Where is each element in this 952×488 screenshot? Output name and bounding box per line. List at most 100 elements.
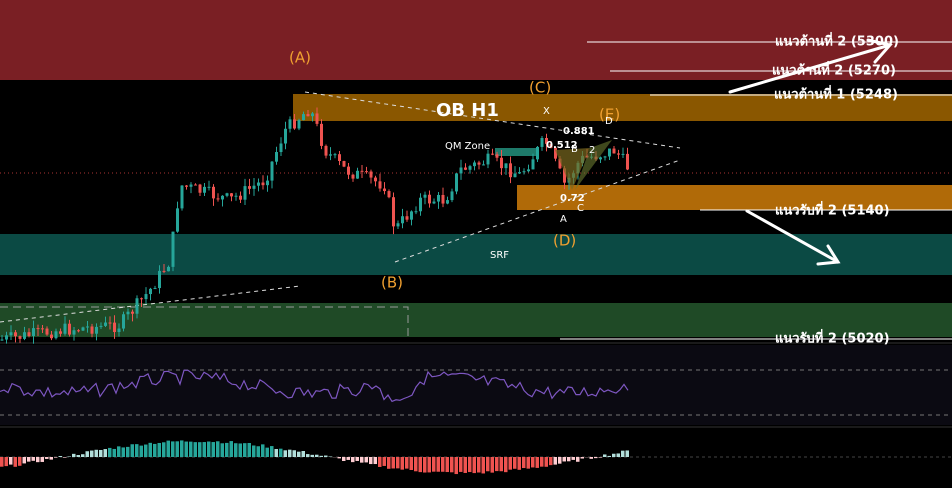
level-label: แนวรับที่ 2 (5140) bbox=[775, 201, 890, 219]
macd-bar bbox=[211, 442, 215, 457]
rsi-pane bbox=[0, 345, 952, 425]
macd-bar bbox=[571, 457, 575, 460]
macd-bar bbox=[58, 456, 62, 457]
macd-bar bbox=[238, 443, 242, 457]
macd-bar bbox=[576, 457, 580, 462]
macd-bar bbox=[625, 450, 629, 457]
candle-body bbox=[428, 194, 431, 204]
candle-body bbox=[266, 180, 269, 186]
candle-body bbox=[36, 328, 40, 330]
candle-body bbox=[315, 113, 319, 124]
candle-body bbox=[158, 270, 161, 289]
macd-bar bbox=[540, 457, 544, 467]
candle-body bbox=[459, 167, 463, 174]
candle-body bbox=[450, 191, 454, 201]
candle-body bbox=[500, 157, 503, 169]
macd-bar bbox=[40, 457, 44, 462]
candle-body bbox=[437, 194, 440, 202]
candle-body bbox=[297, 120, 301, 129]
candle-body bbox=[383, 188, 386, 192]
macd-bar bbox=[432, 457, 436, 472]
candle-body bbox=[41, 328, 44, 330]
wave-label: (A) bbox=[289, 49, 311, 67]
candle-body bbox=[68, 323, 71, 335]
candle-body bbox=[122, 314, 125, 329]
candle-body bbox=[495, 154, 499, 158]
macd-bar bbox=[418, 457, 422, 473]
macd-bar bbox=[18, 457, 22, 466]
candle-body bbox=[612, 148, 616, 154]
demand-zone bbox=[0, 303, 952, 337]
candle-body bbox=[270, 161, 274, 181]
macd-bar bbox=[387, 457, 391, 469]
candle-body bbox=[225, 193, 229, 196]
macd-bar bbox=[463, 457, 467, 473]
macd-bar bbox=[220, 443, 224, 457]
candle-body bbox=[545, 137, 548, 144]
candle-body bbox=[464, 167, 467, 170]
macd-bar bbox=[4, 457, 8, 467]
candle-body bbox=[302, 114, 305, 121]
macd-bar bbox=[378, 457, 382, 467]
macd-bar bbox=[400, 457, 404, 470]
macd-bar bbox=[49, 457, 53, 460]
candle-body bbox=[536, 146, 539, 160]
macd-bar bbox=[256, 446, 260, 457]
macd-bar bbox=[234, 443, 238, 457]
macd-bar bbox=[535, 457, 539, 468]
macd-bar bbox=[598, 457, 602, 458]
candle-body bbox=[455, 173, 458, 192]
candle-body bbox=[599, 157, 602, 160]
level-lines bbox=[560, 41, 952, 340]
level-label: แนวต้านที่ 2 (5270) bbox=[772, 61, 896, 79]
candle-body bbox=[86, 326, 89, 328]
macd-bar bbox=[76, 455, 80, 457]
candle-body bbox=[329, 154, 332, 156]
candle-body bbox=[540, 137, 544, 147]
macd-bar bbox=[310, 454, 314, 457]
macd-bar bbox=[414, 457, 418, 472]
macd-bar bbox=[459, 457, 463, 472]
macd-bar bbox=[364, 457, 368, 463]
macd-bar bbox=[252, 445, 256, 457]
support-zone bbox=[517, 185, 952, 210]
candle-body bbox=[108, 322, 112, 324]
candle-body bbox=[14, 332, 17, 337]
candle-body bbox=[284, 128, 287, 144]
candle-body bbox=[509, 163, 512, 178]
macd-bar bbox=[472, 457, 476, 474]
candle-body bbox=[126, 311, 130, 315]
pattern-ratio: 2 bbox=[589, 145, 595, 156]
srf-zone bbox=[0, 234, 952, 275]
candle-body bbox=[131, 311, 134, 314]
macd-bar bbox=[153, 443, 157, 457]
candle-body bbox=[261, 182, 265, 186]
macd-bar bbox=[306, 454, 310, 457]
macd-bar bbox=[207, 441, 211, 457]
macd-bar bbox=[216, 441, 220, 457]
macd-bar bbox=[445, 457, 449, 473]
candle-body bbox=[0, 339, 4, 341]
candle-body bbox=[288, 119, 292, 129]
macd-bar bbox=[162, 442, 166, 457]
candle-body bbox=[59, 331, 62, 334]
macd-bar bbox=[166, 440, 170, 457]
macd-bar bbox=[81, 454, 85, 457]
macd-bar bbox=[297, 451, 301, 457]
macd-bar bbox=[468, 457, 472, 473]
macd-bar bbox=[319, 455, 323, 457]
macd-bar bbox=[175, 441, 179, 457]
macd-bar bbox=[495, 457, 499, 472]
candle-body bbox=[203, 186, 206, 193]
macd-bar bbox=[148, 442, 152, 457]
candle-body bbox=[311, 113, 314, 117]
candle-body bbox=[189, 184, 193, 187]
candle-body bbox=[90, 326, 94, 334]
macd-bar bbox=[324, 455, 328, 457]
wave-label: (D) bbox=[553, 232, 576, 250]
candle-body bbox=[171, 231, 175, 267]
macd-bar bbox=[85, 451, 89, 457]
macd-bar bbox=[180, 440, 184, 457]
candle-body bbox=[117, 328, 121, 333]
